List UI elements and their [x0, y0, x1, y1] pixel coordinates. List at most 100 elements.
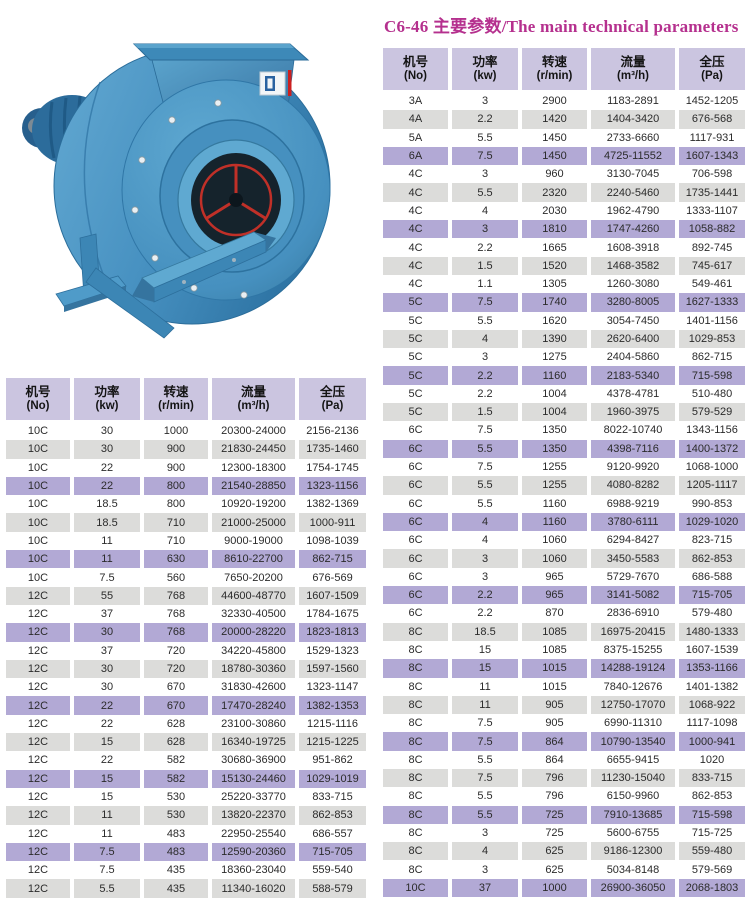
table-row: 10C 22 800 21540-28850 1323-1156	[6, 476, 366, 496]
table-cell: 26900-36050	[591, 878, 675, 898]
table-cell: 3280-8005	[591, 293, 675, 312]
table-row: 10C 7.5 560 7650-20200 676-569	[6, 568, 366, 587]
table-cell: 1401-1156	[679, 311, 745, 330]
table-row: 10C 30 1000 20300-24000 2156-2136	[6, 422, 366, 441]
table-cell: 1420	[522, 110, 587, 129]
table-cell: 3	[452, 165, 518, 184]
table-cell: 7.5	[452, 768, 518, 788]
table-cell: 435	[144, 879, 208, 898]
table-cell: 37	[74, 604, 140, 624]
table-cell: 8C	[383, 659, 448, 678]
table-cell: 1810	[522, 220, 587, 239]
table-cell: 4080-8282	[591, 476, 675, 495]
table-cell: 4	[452, 531, 518, 550]
table-cell: 579-529	[679, 403, 745, 422]
table-cell: 1215-1116	[299, 714, 366, 734]
table-row: 12C 37 720 34220-45800 1529-1323	[6, 641, 366, 660]
table-cell: 30	[74, 623, 140, 642]
table-cell: 6988-9219	[591, 494, 675, 513]
table-cell: 12C	[6, 659, 70, 679]
table-cell: 5034-8148	[591, 860, 675, 879]
table-cell: 628	[144, 714, 208, 734]
table-cell: 20000-28220	[212, 623, 295, 642]
table-cell: 625	[522, 860, 587, 879]
table-cell: 862-853	[299, 806, 366, 825]
table-cell: 12300-18300	[212, 458, 295, 477]
table-cell: 864	[522, 732, 587, 751]
table-header-row: 机号 (No) 功率 (kw) 转速 (r/min) 流量 (m³/h) 全压 (Pa)	[383, 48, 745, 90]
table-cell: 1962-4790	[591, 201, 675, 221]
table-cell: 1390	[522, 329, 587, 349]
table-cell: 2240-5460	[591, 183, 675, 202]
table-cell: 3	[452, 549, 518, 568]
table-cell: 10C	[383, 878, 448, 898]
table-cell: 4C	[383, 220, 448, 239]
column-header-pressure: 全压 (Pa)	[299, 378, 366, 420]
table-cell: 20300-24000	[212, 422, 295, 441]
table-cell: 1260-3080	[591, 274, 675, 294]
table-cell: 6990-11310	[591, 714, 675, 733]
table-cell: 10790-13540	[591, 732, 675, 751]
table-cell: 3	[452, 567, 518, 587]
table-cell: 768	[144, 586, 208, 605]
table-cell: 1000-941	[679, 732, 745, 751]
table-cell: 9000-19000	[212, 531, 295, 551]
table-cell: 5.5	[452, 750, 518, 769]
table-row: 4C 5.5 2320 2240-5460 1735-1441	[383, 183, 745, 202]
table-cell: 3130-7045	[591, 165, 675, 184]
table-cell: 2068-1803	[679, 878, 745, 898]
table-cell: 8C	[383, 622, 448, 641]
table-cell: 715-598	[679, 805, 745, 824]
table-cell: 800	[144, 495, 208, 514]
table-cell: 22	[74, 696, 140, 715]
table-row: 8C 15 1015 14288-19124 1353-1166	[383, 659, 745, 678]
table-cell: 3780-6111	[591, 512, 675, 532]
nameplate-label	[259, 70, 292, 96]
table-cell: 7.5	[452, 732, 518, 751]
table-cell: 2.2	[452, 366, 518, 385]
table-cell: 4A	[383, 110, 448, 129]
table-cell: 9120-9920	[591, 457, 675, 477]
table-cell: 13820-22370	[212, 806, 295, 825]
table-cell: 1029-1020	[679, 512, 745, 532]
column-header-no: 机号 (No)	[383, 48, 448, 90]
table-row: 8C 18.5 1085 16975-20415 1480-1333	[383, 622, 745, 641]
table-cell: 965	[522, 586, 587, 605]
table-row: 5C 3 1275 2404-5860 862-715	[383, 348, 745, 367]
table-row: 10C 11 710 9000-19000 1098-1039	[6, 531, 366, 551]
table-cell: 6A	[383, 146, 448, 166]
table-row: 10C 18.5 800 10920-19200 1382-1369	[6, 495, 366, 514]
table-cell: 6C	[383, 494, 448, 513]
table-cell: 2320	[522, 183, 587, 202]
table-cell: 5C	[383, 384, 448, 404]
table-cell: 3450-5583	[591, 549, 675, 568]
table-row: 8C 7.5 864 10790-13540 1000-941	[383, 732, 745, 751]
table-cell: 10C	[6, 513, 70, 532]
table-cell: 6C	[383, 439, 448, 458]
table-cell: 559-480	[679, 842, 745, 861]
table-cell: 21540-28850	[212, 476, 295, 496]
table-cell: 796	[522, 787, 587, 806]
table-cell: 1255	[522, 457, 587, 477]
table-cell: 5.5	[74, 879, 140, 898]
table-cell: 715-725	[679, 823, 745, 843]
table-cell: 8C	[383, 640, 448, 660]
table-cell: 8C	[383, 860, 448, 879]
table-row: 4C 2.2 1665 1608-3918 892-745	[383, 238, 745, 257]
table-cell: 11	[74, 531, 140, 551]
table-cell: 905	[522, 695, 587, 715]
table-cell: 710	[144, 513, 208, 532]
table-cell: 823-715	[679, 531, 745, 550]
table-cell: 8022-10740	[591, 421, 675, 440]
table-cell: 862-715	[679, 348, 745, 367]
table-cell: 1620	[522, 311, 587, 330]
table-row: 6C 2.2 870 2836-6910 579-480	[383, 604, 745, 623]
table-row: 8C 15 1085 8375-15255 1607-1539	[383, 640, 745, 660]
table-cell: 1450	[522, 128, 587, 147]
table-cell: 8C	[383, 750, 448, 769]
table-cell: 900	[144, 458, 208, 477]
table-cell: 1305	[522, 274, 587, 294]
table-cell: 686-588	[679, 567, 745, 587]
table-row: 4C 3 960 3130-7045 706-598	[383, 165, 745, 184]
table-cell: 6C	[383, 421, 448, 440]
